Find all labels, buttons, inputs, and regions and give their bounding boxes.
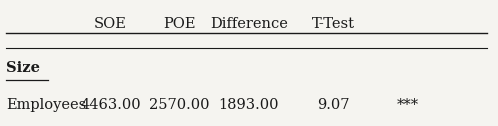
Text: ***: ***: [396, 98, 418, 112]
Text: T-Test: T-Test: [312, 17, 355, 31]
Text: 4463.00: 4463.00: [80, 98, 140, 112]
Text: SOE: SOE: [94, 17, 127, 31]
Text: 9.07: 9.07: [317, 98, 350, 112]
Text: 1893.00: 1893.00: [219, 98, 279, 112]
Text: 2570.00: 2570.00: [149, 98, 210, 112]
Text: Employees: Employees: [6, 98, 87, 112]
Text: Size: Size: [6, 61, 40, 75]
Text: POE: POE: [163, 17, 196, 31]
Text: Difference: Difference: [210, 17, 288, 31]
